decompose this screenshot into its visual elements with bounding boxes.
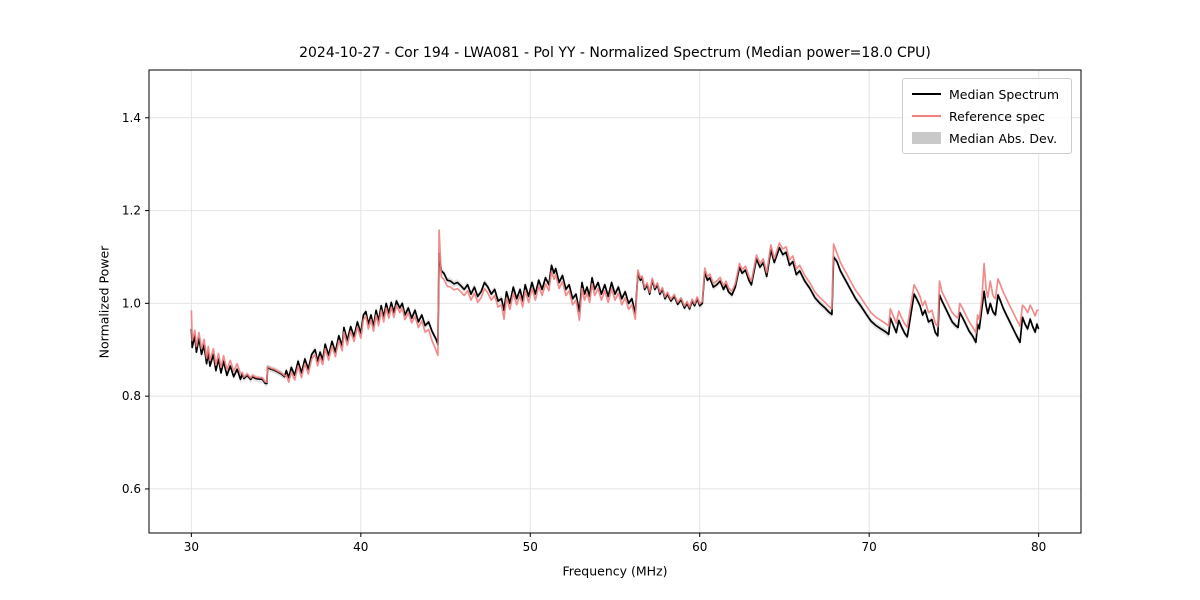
x-tick-label: 60 xyxy=(692,540,707,554)
y-tick-label: 1.2 xyxy=(122,204,141,218)
x-tick-label: 70 xyxy=(862,540,877,554)
y-axis-label: Normalized Power xyxy=(96,245,112,359)
chart-title: 2024-10-27 - Cor 194 - LWA081 - Pol YY -… xyxy=(299,45,931,61)
legend-item-reference-spec: Reference spec xyxy=(912,107,1061,125)
y-tick-label: 0.8 xyxy=(122,389,141,403)
legend-label: Median Spectrum xyxy=(949,86,1060,102)
reference-spec-line-swatch xyxy=(912,115,941,117)
median-spectrum-line xyxy=(190,246,1040,385)
y-tick-label: 0.6 xyxy=(122,482,141,496)
legend-box: Median Spectrum Reference spec Median Ab… xyxy=(902,78,1072,154)
y-tick-label: 1.0 xyxy=(122,296,141,310)
legend-item-median-abs-dev: Median Abs. Dev. xyxy=(912,129,1061,147)
x-tick-label: 40 xyxy=(353,540,368,554)
plot-frame xyxy=(148,69,1082,534)
legend-item-median-spectrum: Median Spectrum xyxy=(912,85,1061,103)
median-abs-dev-band xyxy=(191,244,1039,387)
y-tick-label: 1.4 xyxy=(122,111,141,125)
x-tick-label: 80 xyxy=(1031,540,1046,554)
median-spectrum-line-swatch xyxy=(912,93,941,95)
legend-label: Reference spec xyxy=(949,108,1045,124)
x-tick-label: 50 xyxy=(523,540,538,554)
legend-label: Median Abs. Dev. xyxy=(949,130,1058,146)
x-axis-label: Frequency (MHz) xyxy=(562,563,668,579)
x-tick-label: 30 xyxy=(184,540,199,554)
reference-spec-line xyxy=(190,229,1039,384)
median-abs-dev-patch-swatch xyxy=(912,132,941,144)
